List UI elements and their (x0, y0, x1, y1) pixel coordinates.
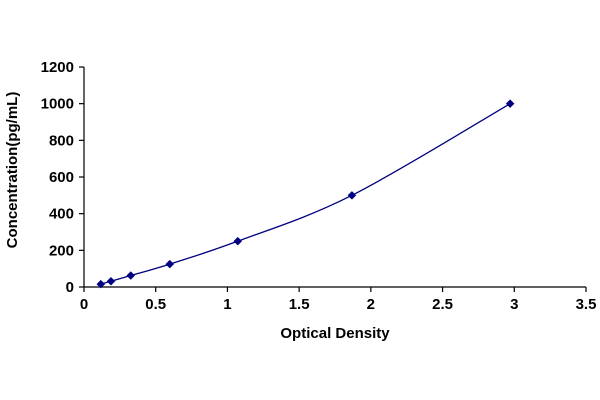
x-tick-label: 2.5 (432, 296, 453, 313)
data-point-diamond (96, 279, 106, 289)
y-axis-title: Concentration(pg/mL) (4, 92, 21, 249)
y-tick-label: 600 (49, 169, 74, 186)
x-tick-label: 0 (80, 296, 88, 313)
y-tick-label: 1000 (41, 96, 74, 113)
x-tick-label: 1.5 (289, 296, 310, 313)
data-point-diamond (106, 276, 116, 286)
x-tick-label: 1 (223, 296, 231, 313)
data-point-diamond (505, 99, 515, 109)
x-tick-label: 3.5 (576, 296, 597, 313)
tick-labels: 0 200 400 600 800 1000 1200 0 0.5 1 1.5 2 2.5 3 3.5 (41, 59, 597, 313)
data-point-diamond (165, 259, 175, 269)
tick-marks (79, 66, 587, 292)
data-point-diamond (126, 271, 136, 280)
y-tick-label: 0 (66, 279, 74, 296)
x-axis-title: Optical Density (280, 325, 390, 342)
data-point-diamond (347, 190, 357, 200)
y-tick-label: 200 (49, 242, 74, 259)
y-tick-label: 800 (49, 132, 74, 149)
y-tick-label: 400 (49, 206, 74, 223)
y-tick-label: 1200 (41, 59, 74, 76)
series-line (100, 103, 511, 285)
x-tick-label: 3 (510, 296, 518, 313)
data-point-diamond (233, 236, 243, 246)
x-tick-label: 0.5 (145, 296, 166, 313)
series-layer (96, 99, 515, 289)
x-tick-label: 2 (367, 296, 375, 313)
